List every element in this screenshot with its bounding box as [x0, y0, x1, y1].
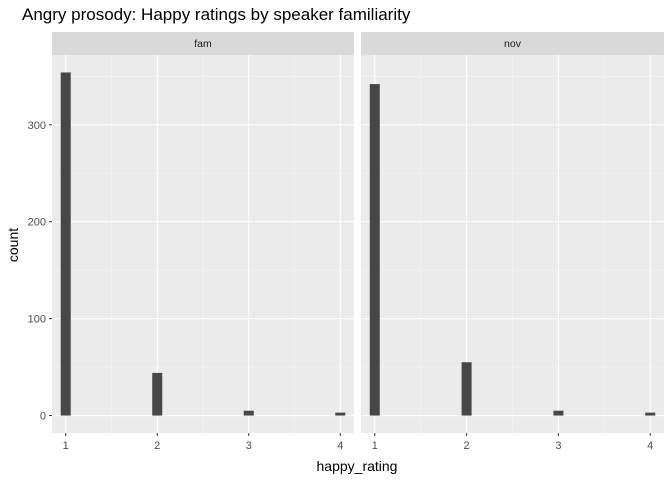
x-tick-label: 3 — [555, 440, 561, 452]
chart-title: Angry prosody: Happy ratings by speaker … — [22, 5, 411, 24]
y-tick-label: 0 — [40, 411, 46, 423]
bar-nov-1 — [369, 84, 380, 416]
x-tick-label: 2 — [154, 440, 160, 452]
facet-strip-label: nov — [504, 38, 522, 50]
bar-nov-4 — [645, 412, 656, 416]
bar-fam-4 — [335, 412, 346, 416]
y-tick-label: 300 — [28, 120, 46, 132]
bar-fam-3 — [243, 410, 254, 416]
y-tick-label: 100 — [28, 314, 46, 326]
x-tick-label: 4 — [647, 440, 653, 452]
bar-fam-2 — [152, 372, 163, 416]
facet-strip-label: fam — [194, 38, 212, 50]
y-axis: 0 100 200 300 — [28, 120, 52, 423]
x-tick-label: 1 — [63, 440, 69, 452]
facet-panel-fam: fam — [52, 32, 354, 433]
facet-panel-nov: nov — [361, 32, 664, 433]
x-tick-label: 4 — [337, 440, 343, 452]
bar-nov-3 — [553, 410, 564, 416]
facet-strip — [52, 32, 354, 55]
x-tick-label: 2 — [464, 440, 470, 452]
bar-fam-1 — [60, 72, 71, 416]
bar-nov-2 — [461, 362, 472, 416]
facet-strip — [361, 32, 664, 55]
x-tick-label: 3 — [246, 440, 252, 452]
y-axis-title: count — [5, 228, 21, 262]
x-axes: 1 2 3 4 1 2 3 4 — [63, 433, 653, 452]
facet-panels: fam nov — [52, 32, 664, 433]
y-tick-label: 200 — [28, 217, 46, 229]
x-tick-label: 1 — [372, 440, 378, 452]
x-axis-title: happy_rating — [317, 458, 398, 474]
